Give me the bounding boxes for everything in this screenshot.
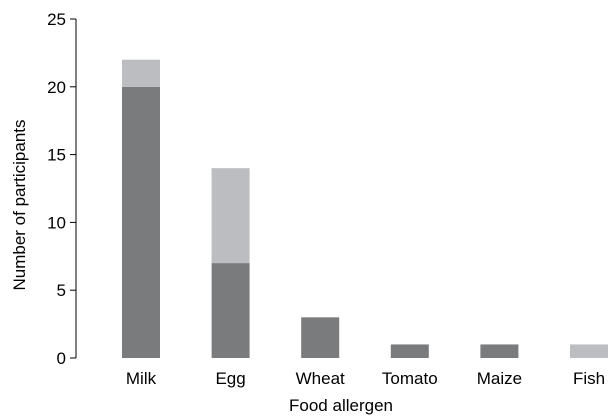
y-tick-label-0: 0 — [57, 349, 66, 368]
x-tick-label-milk: Milk — [126, 369, 157, 388]
bar-tomato-segment-1 — [390, 344, 429, 358]
x-tick-label-maize: Maize — [477, 369, 522, 388]
x-tick-label-tomato: Tomato — [382, 369, 438, 388]
x-tick-label-egg: Egg — [215, 369, 245, 388]
y-axis-title: Number of participants — [10, 119, 29, 290]
y-tick-label-20: 20 — [47, 78, 66, 97]
bar-fish-segment-2 — [570, 344, 608, 358]
bar-milk-segment-1 — [122, 86, 160, 359]
y-tick-label-15: 15 — [47, 146, 66, 165]
y-tick-label-10: 10 — [47, 213, 66, 232]
x-tick-label-wheat: Wheat — [296, 369, 345, 388]
bar-egg-segment-2 — [211, 168, 250, 264]
bar-egg-segment-1 — [211, 263, 250, 358]
y-axis: 0 5 10 15 20 25 — [47, 10, 77, 368]
plot-area — [122, 59, 608, 359]
y-tick-label-5: 5 — [57, 281, 66, 300]
bar-milk-segment-2 — [122, 59, 160, 87]
x-axis-title: Food allergen — [289, 396, 393, 415]
bar-wheat-segment-1 — [301, 317, 340, 358]
bar-maize-segment-1 — [480, 344, 519, 358]
x-tick-label-fish: Fish — [573, 369, 605, 388]
y-tick-label-25: 25 — [47, 10, 66, 29]
x-axis: Milk Egg Wheat Tomato Maize Fish — [126, 369, 605, 388]
